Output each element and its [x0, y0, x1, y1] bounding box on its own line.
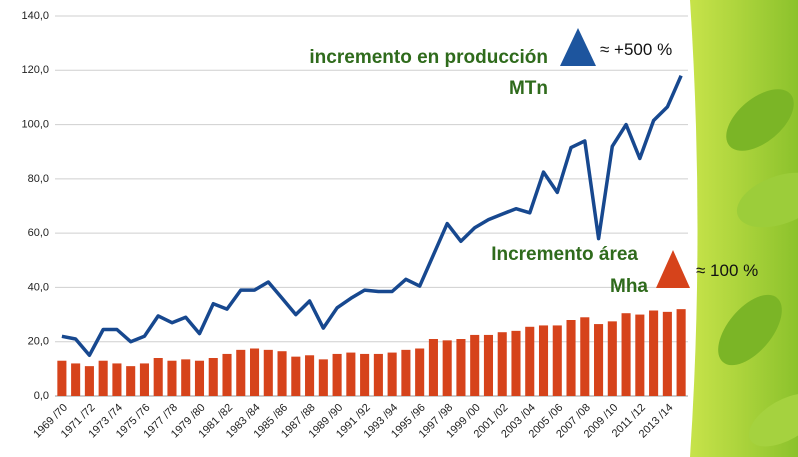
bar: [442, 340, 452, 396]
bar: [676, 309, 686, 396]
bar: [208, 358, 218, 396]
bar: [112, 363, 122, 396]
bar: [277, 351, 287, 396]
bar: [305, 355, 315, 396]
bar: [57, 360, 67, 396]
bar: [153, 358, 163, 396]
annotation: MTn: [509, 78, 548, 99]
bar: [580, 317, 590, 396]
y-tick-label: 40,0: [28, 281, 49, 293]
bar: [346, 352, 356, 396]
bar: [594, 324, 604, 396]
y-tick-label: 80,0: [28, 173, 49, 185]
bar: [167, 360, 177, 396]
bar: [649, 310, 659, 396]
up-arrow: [560, 28, 596, 66]
y-tick-label: 100,0: [21, 118, 49, 130]
bar: [332, 353, 342, 396]
bar: [71, 363, 81, 396]
bar: [401, 349, 411, 396]
bar: [84, 366, 94, 396]
bar: [607, 321, 617, 396]
bar: [360, 353, 370, 396]
annotation: ≈ +500 %: [600, 40, 672, 59]
bar: [538, 325, 549, 396]
bar: [291, 356, 301, 396]
y-tick-label: 120,0: [21, 64, 49, 76]
bar: [373, 353, 383, 396]
annotation: Mha: [610, 276, 648, 297]
bar: [566, 320, 576, 396]
bar: [428, 339, 438, 396]
y-tick-label: 140,0: [21, 10, 49, 22]
annotation: ≈ 100 %: [696, 261, 758, 280]
bar: [126, 366, 136, 396]
bar: [181, 359, 191, 396]
annotation: Incremento área: [491, 244, 638, 265]
bar: [415, 348, 425, 396]
annotation: incremento en producción: [309, 47, 548, 68]
y-tick-label: 0,0: [34, 390, 49, 402]
bar: [194, 360, 205, 396]
bar: [98, 360, 108, 396]
bar: [483, 334, 494, 396]
bar: [263, 349, 273, 396]
bar: [552, 325, 562, 396]
background-decoration: [690, 0, 798, 457]
bar: [497, 332, 507, 396]
bar: [249, 348, 260, 396]
up-arrow: [656, 250, 690, 288]
bar: [662, 311, 672, 396]
bar: [456, 339, 466, 396]
bar: [635, 314, 645, 396]
bar: [387, 352, 397, 396]
bar: [470, 334, 480, 396]
bar: [222, 353, 232, 396]
bar: [139, 363, 149, 396]
bar: [621, 313, 631, 396]
bar: [236, 349, 246, 396]
line: [61, 74, 683, 358]
bar: [318, 359, 328, 396]
y-tick-label: 20,0: [28, 336, 49, 348]
bar: [525, 326, 535, 396]
y-tick-label: 60,0: [28, 227, 49, 239]
bar: [511, 330, 521, 396]
